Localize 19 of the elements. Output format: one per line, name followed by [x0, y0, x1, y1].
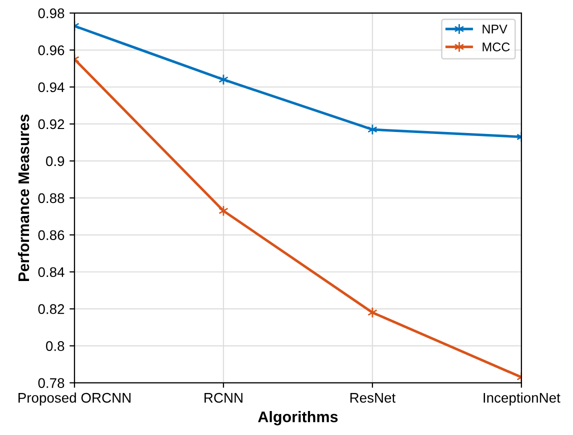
y-tick-label: 0.9: [46, 156, 64, 166]
y-tick-label: 0.84: [38, 267, 64, 278]
legend-label: NPV: [482, 24, 508, 34]
y-tick-label: 0.78: [38, 378, 64, 388]
x-tick-label: Proposed ORCNN: [18, 392, 130, 406]
x-tick-label: InceptionNet: [484, 392, 560, 406]
y-tick-label: 0.88: [38, 193, 64, 204]
y-tick-label: 0.94: [38, 82, 64, 92]
x-axis-title: Algorithms: [258, 411, 338, 426]
legend-label: MCC: [482, 42, 510, 52]
y-tick-label: 0.82: [38, 304, 64, 314]
y-tick-label: 0.98: [38, 8, 64, 18]
y-tick-label: 0.92: [38, 119, 64, 130]
y-tick-label: 0.8: [46, 341, 64, 351]
y-tick-label: 0.96: [38, 45, 64, 56]
x-tick-label: RCNN: [204, 392, 242, 403]
y-axis-title: Performance Measures: [18, 114, 30, 281]
y-tick-label: 0.86: [38, 230, 64, 240]
x-tick-label: ResNet: [350, 393, 396, 403]
